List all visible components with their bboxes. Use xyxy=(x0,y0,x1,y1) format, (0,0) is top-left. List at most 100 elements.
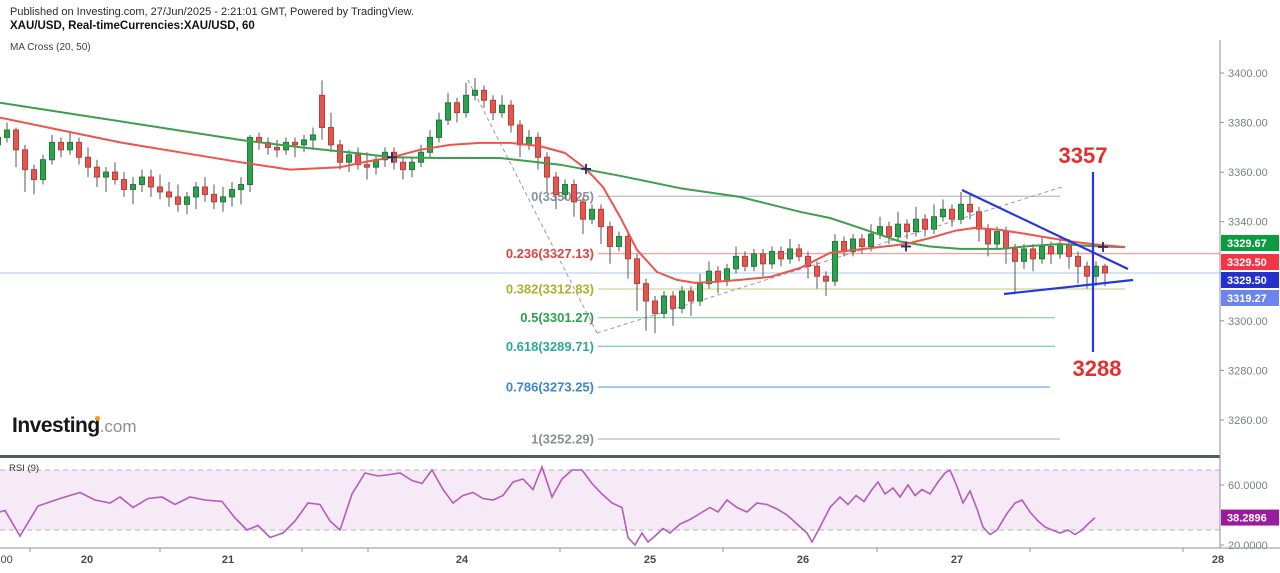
candle-body xyxy=(634,258,640,285)
fib-label: 0.236(3327.13) xyxy=(506,246,594,261)
candle-body xyxy=(175,196,181,205)
candle-body xyxy=(436,119,442,138)
time-tick-label: 25 xyxy=(644,554,656,566)
rsi-line xyxy=(0,464,1096,547)
candle-body xyxy=(292,141,298,146)
candle-body xyxy=(742,255,748,267)
price-badge: 3329.67 xyxy=(1221,235,1279,251)
candle-body xyxy=(274,146,280,151)
fib-label: 0.5(3301.27) xyxy=(520,310,594,325)
candle-body xyxy=(1102,265,1108,274)
candle-body xyxy=(823,275,829,282)
price-badge: 3319.27 xyxy=(1221,290,1279,306)
price-annotation-high[interactable]: 3357 xyxy=(1058,143,1108,168)
time-tick-label: 2:00 xyxy=(0,554,13,566)
candle-body xyxy=(616,236,622,247)
candle-body xyxy=(247,136,253,186)
candle-body xyxy=(1075,255,1081,267)
candle-body xyxy=(211,193,217,203)
candle-body xyxy=(787,248,793,260)
candle-body xyxy=(697,283,703,302)
candle-body xyxy=(328,127,334,146)
candle-body xyxy=(994,231,1000,245)
ma-cross-marker xyxy=(901,241,911,252)
candle-body xyxy=(238,184,244,190)
candle-body xyxy=(319,94,325,129)
candle-body xyxy=(607,226,613,247)
candle-body xyxy=(148,176,154,188)
candle-body xyxy=(85,156,91,168)
rsi-pane xyxy=(0,464,1220,547)
indicator-legend[interactable]: MA Cross (20, 50) xyxy=(10,42,91,53)
fib-guide-dashed xyxy=(467,79,598,334)
candle-body xyxy=(409,161,415,171)
candle-body xyxy=(220,196,226,203)
candle-body xyxy=(553,176,559,195)
candle-body xyxy=(706,270,712,285)
candle-body xyxy=(832,241,838,282)
candle-body xyxy=(184,196,190,205)
candle-body xyxy=(427,136,433,153)
candle-body xyxy=(1084,265,1090,277)
candle-body xyxy=(841,241,847,252)
candle-body xyxy=(1066,243,1072,257)
published-line: Published on Investing.com, 27/Jun/2025 … xyxy=(10,6,414,18)
candle-body xyxy=(571,184,577,203)
candle-body xyxy=(886,226,892,238)
trendline[interactable] xyxy=(1003,278,1134,296)
candle-body xyxy=(850,238,856,252)
svg-text:38.2896: 38.2896 xyxy=(1227,513,1267,525)
candle-body xyxy=(1003,231,1009,250)
ma-cross-marker xyxy=(581,163,591,174)
candle-body xyxy=(31,169,37,181)
candle-body xyxy=(769,250,775,265)
candle-body xyxy=(157,186,163,193)
candle-body xyxy=(580,201,586,220)
rsi-value-badge: 38.2896 xyxy=(1221,509,1279,526)
candle-body xyxy=(4,129,10,138)
time-tick-label: 27 xyxy=(951,554,963,566)
candle-body xyxy=(301,139,307,146)
trendline-drawings[interactable] xyxy=(961,172,1134,352)
svg-text:3329.67: 3329.67 xyxy=(1227,238,1267,250)
candle-body xyxy=(913,218,919,233)
candle-body xyxy=(499,104,505,114)
candle-body xyxy=(490,99,496,114)
candle-body xyxy=(166,191,172,198)
pane-separator[interactable] xyxy=(0,455,1220,458)
candle-body xyxy=(1039,245,1045,260)
candle-body xyxy=(67,141,73,151)
fib-retracement[interactable]: 0(3350.25) 0.236(3327.13) 0.382(3312.83) 0.… xyxy=(506,189,1220,447)
price-annotation-low[interactable]: 3288 xyxy=(1072,356,1122,381)
rsi-tick-label: 60.0000 xyxy=(1228,480,1268,492)
candle-body xyxy=(337,144,343,163)
candle-body xyxy=(76,141,82,158)
candle-body xyxy=(202,186,208,195)
price-tick-label: 3260.00 xyxy=(1228,415,1268,427)
time-tick-label: 21 xyxy=(222,554,234,566)
candle-body xyxy=(661,295,667,314)
rsi-pane-label[interactable]: RSI (9) xyxy=(9,463,40,474)
ma-cross-marker xyxy=(1098,241,1108,252)
candle-body xyxy=(1057,243,1063,255)
logo-text: Investing xyxy=(12,414,100,437)
time-axis[interactable]: 2:00 20 21 24 25 26 27 28 xyxy=(0,547,1280,566)
price-axis[interactable]: 3400.00 3380.00 3360.00 3340.00 3300.00 3280.… xyxy=(1219,40,1268,552)
price-tick-label: 3360.00 xyxy=(1228,167,1268,179)
candle-body xyxy=(670,295,676,309)
candle-body xyxy=(760,253,766,265)
candle-body xyxy=(463,94,469,114)
candle-body xyxy=(130,184,136,190)
trendline[interactable] xyxy=(961,189,1129,270)
fib-label: 0.618(3289.71) xyxy=(506,339,594,354)
svg-text:3329.50: 3329.50 xyxy=(1227,275,1267,287)
candle-body xyxy=(94,166,100,178)
fib-guide-dashed xyxy=(596,186,1063,334)
candle-body xyxy=(364,164,370,168)
ma50-line xyxy=(0,101,1126,250)
ma20-line xyxy=(0,116,1126,284)
candle-body xyxy=(643,283,649,302)
time-tick-label: 24 xyxy=(456,554,469,566)
investing-logo: Investing.com xyxy=(12,414,137,438)
